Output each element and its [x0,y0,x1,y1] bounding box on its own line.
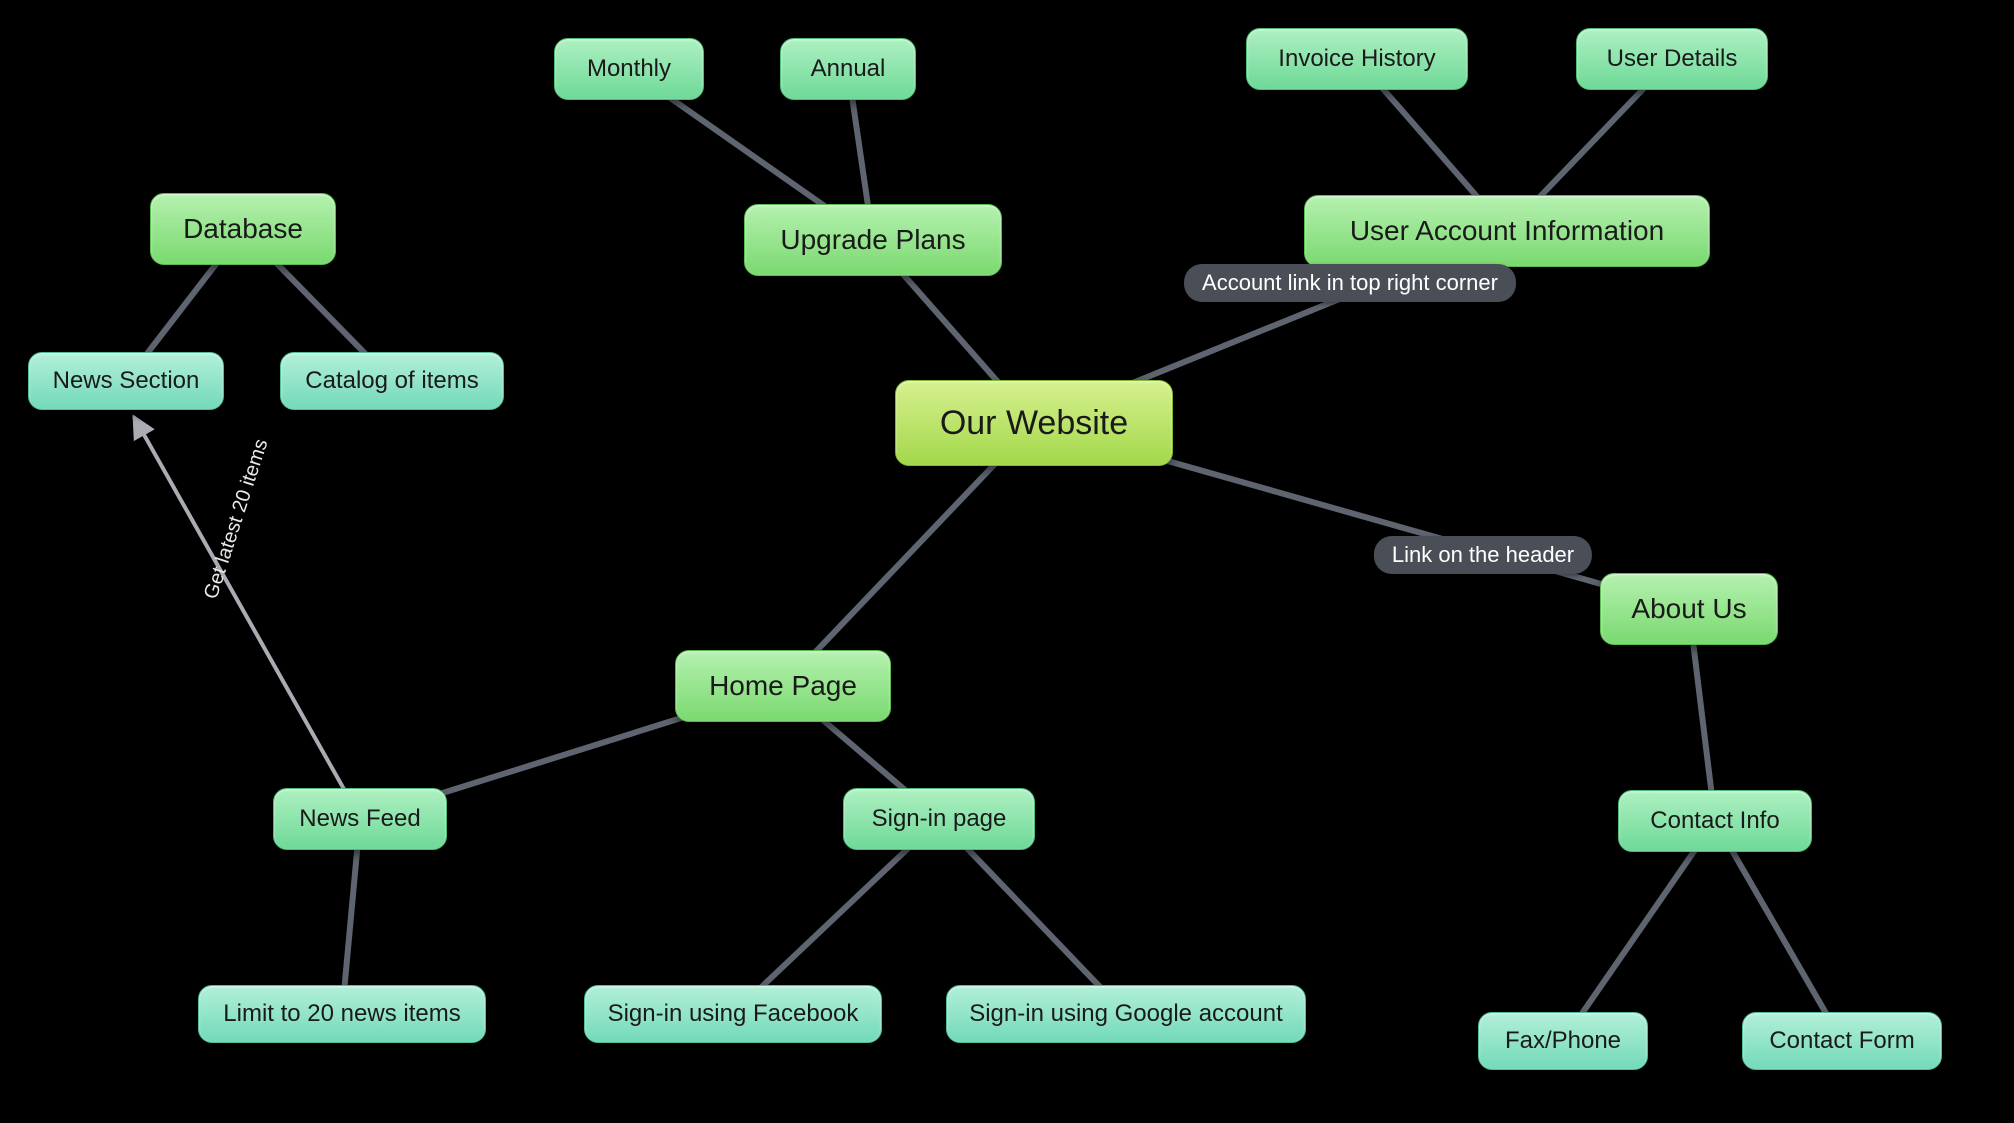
node-root[interactable]: Our Website [895,380,1173,466]
node-invoice[interactable]: Invoice History [1246,28,1468,90]
node-contact[interactable]: Contact Info [1618,790,1812,852]
node-newssection[interactable]: News Section [28,352,224,410]
edges-layer [0,0,2014,1123]
node-about[interactable]: About Us [1600,573,1778,645]
node-newsfeed[interactable]: News Feed [273,788,447,850]
diagram-canvas: Get latest 20 items Our Website Home Page U… [0,0,2014,1123]
node-database[interactable]: Database [150,193,336,265]
node-contactform[interactable]: Contact Form [1742,1012,1942,1070]
edge-label-root-account: Account link in top right corner [1184,264,1516,302]
node-monthly[interactable]: Monthly [554,38,704,100]
node-fb[interactable]: Sign-in using Facebook [584,985,882,1043]
node-limit20[interactable]: Limit to 20 news items [198,985,486,1043]
node-account[interactable]: User Account Information [1304,195,1710,267]
node-catalog[interactable]: Catalog of items [280,352,504,410]
node-userdetails[interactable]: User Details [1576,28,1768,90]
node-home[interactable]: Home Page [675,650,891,722]
node-upgrade[interactable]: Upgrade Plans [744,204,1002,276]
edge-label-root-about: Link on the header [1374,536,1592,574]
node-annual[interactable]: Annual [780,38,916,100]
node-faxphone[interactable]: Fax/Phone [1478,1012,1648,1070]
node-signin[interactable]: Sign-in page [843,788,1035,850]
node-google[interactable]: Sign-in using Google account [946,985,1306,1043]
arrow-edge-label: Get latest 20 items [200,436,273,602]
